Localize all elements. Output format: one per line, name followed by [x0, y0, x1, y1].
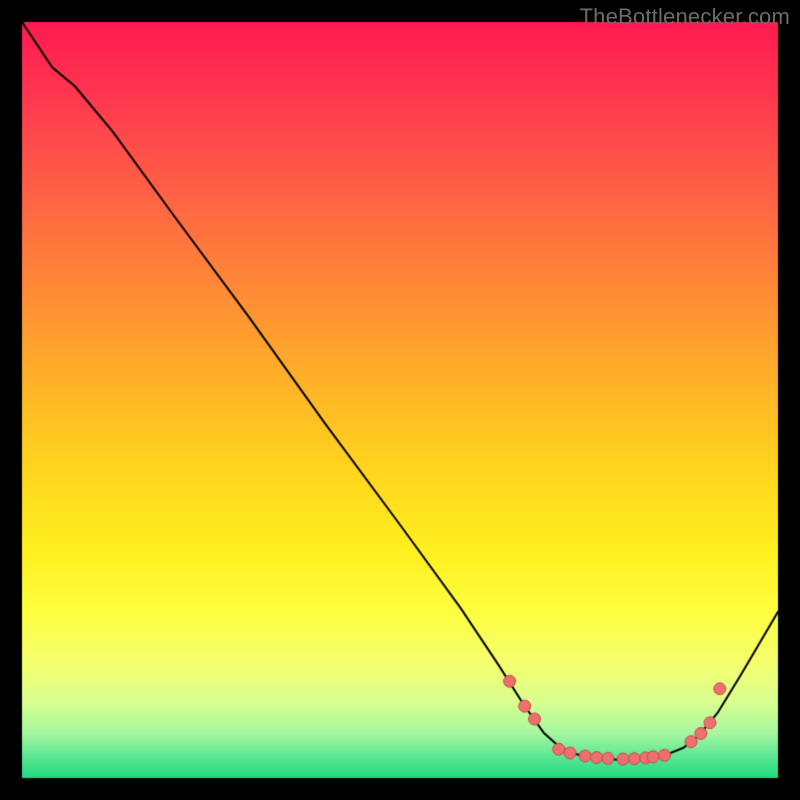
- bottleneck-chart-canvas: [0, 0, 800, 800]
- watermark-label: TheBottlenecker.com: [580, 4, 790, 30]
